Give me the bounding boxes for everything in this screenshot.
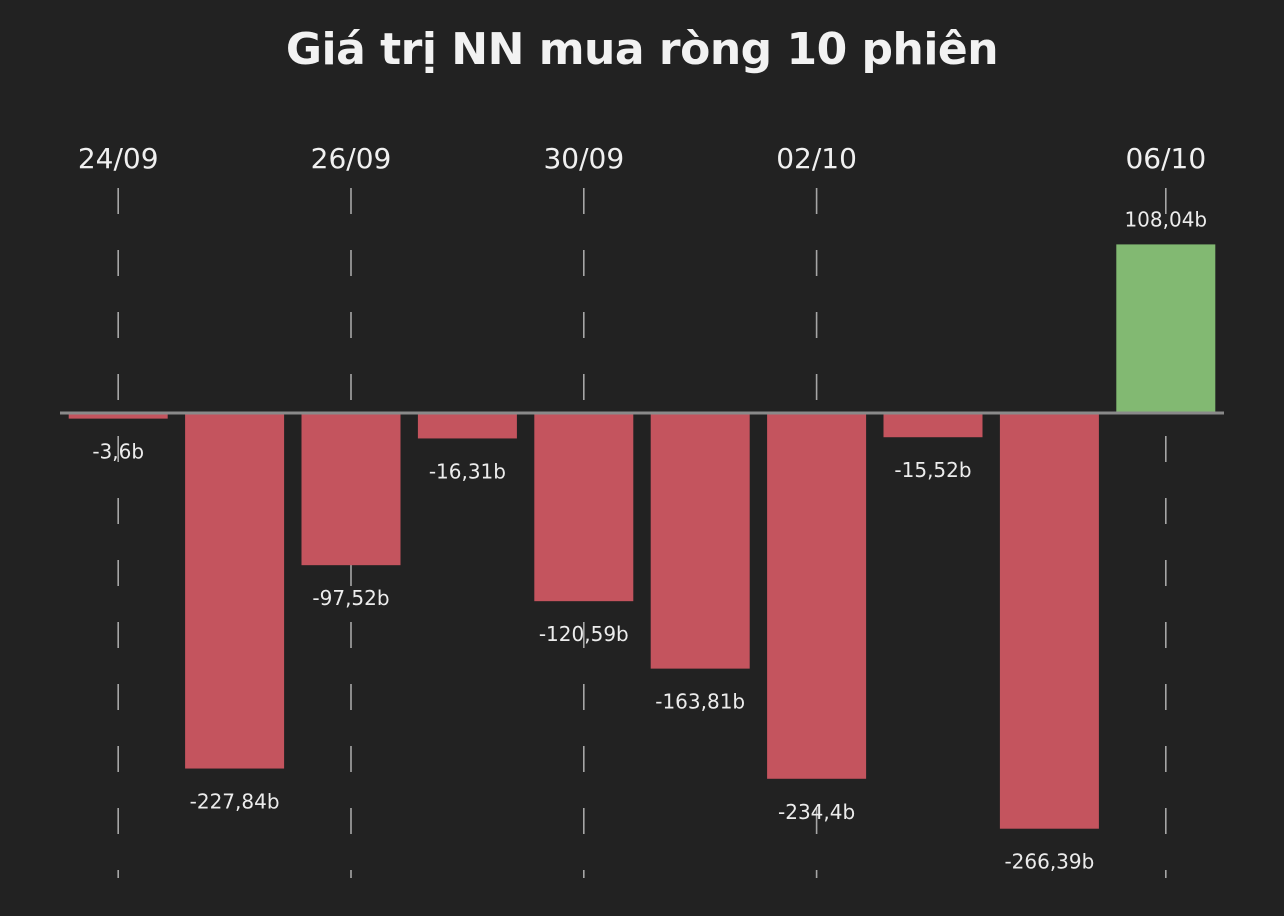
x-tick-label: 30/09 xyxy=(543,142,624,175)
x-tick-labels: 24/09 26/09 30/09 02/10 06/10 xyxy=(78,142,1206,175)
bar xyxy=(767,413,867,779)
data-labels: -3,6b -227,84b -97,52b -16,31b -120,59b -163,… xyxy=(92,207,1207,873)
x-tick-label: 24/09 xyxy=(78,142,159,175)
x-tick-label: 26/09 xyxy=(311,142,392,175)
data-label: -120,59b xyxy=(539,622,629,646)
bar xyxy=(650,413,750,669)
bar xyxy=(68,413,168,419)
data-label: -266,39b xyxy=(1004,850,1094,874)
bar xyxy=(1116,244,1216,413)
bars xyxy=(68,244,1216,829)
data-label: 108,04b xyxy=(1124,207,1207,231)
bar xyxy=(185,413,285,769)
data-label: -227,84b xyxy=(190,790,280,814)
bar xyxy=(883,413,983,438)
data-label: -234,4b xyxy=(778,800,855,824)
chart-title: Giá trị NN mua ròng 10 phiên xyxy=(285,24,999,75)
data-label: -163,81b xyxy=(655,690,745,714)
data-label: -3,6b xyxy=(92,440,144,464)
bar xyxy=(417,413,517,439)
data-label: -97,52b xyxy=(312,586,389,610)
bar xyxy=(999,413,1099,829)
x-tick-label: 06/10 xyxy=(1125,142,1206,175)
x-tick-label: 02/10 xyxy=(776,142,857,175)
data-label: -16,31b xyxy=(429,459,506,483)
data-label: -15,52b xyxy=(894,458,971,482)
bar xyxy=(301,413,401,566)
bar xyxy=(534,413,634,602)
